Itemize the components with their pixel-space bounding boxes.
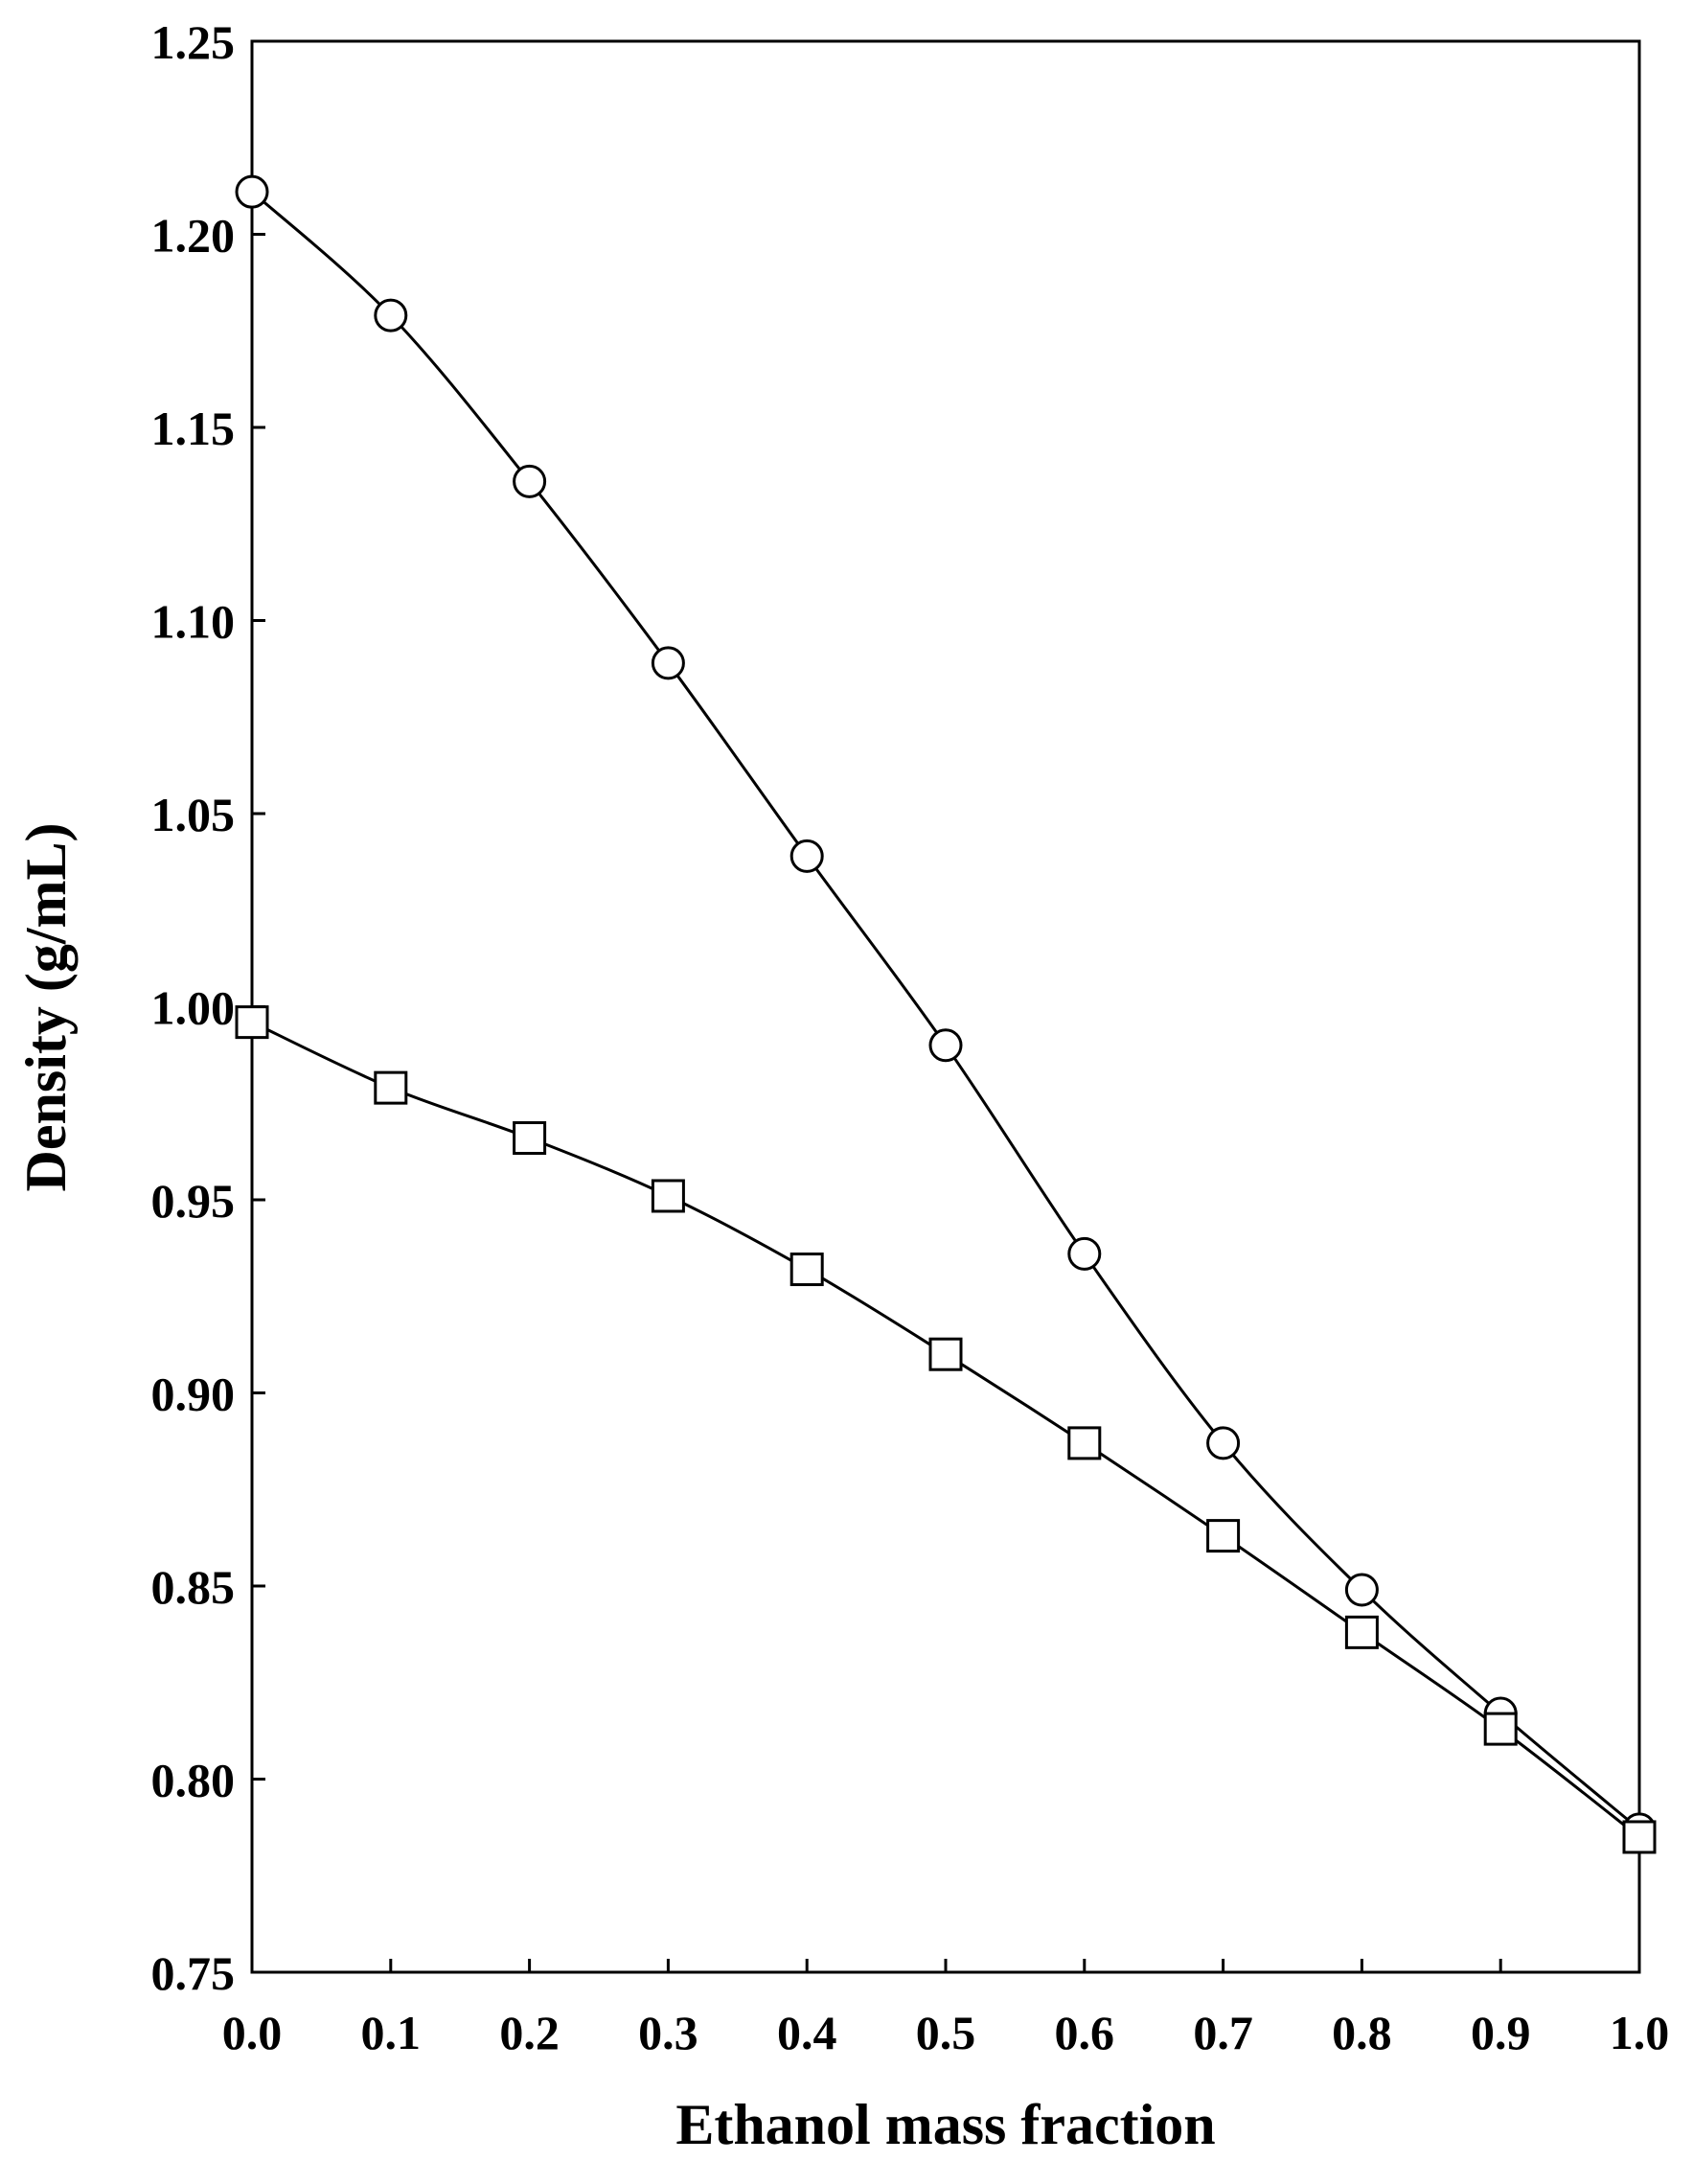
circle-data-point — [513, 464, 547, 498]
x-tick-label: 1.0 — [1610, 2006, 1670, 2059]
circle-data-point — [651, 646, 685, 680]
x-tick-label: 0.3 — [638, 2006, 698, 2059]
series-line — [251, 191, 1640, 1831]
y-tick-label: 1.20 — [151, 209, 236, 263]
x-tick-label: 0.2 — [499, 2006, 560, 2059]
y-tick-label: 1.00 — [151, 981, 236, 1035]
circle-data-point — [1344, 1573, 1379, 1607]
square-data-point — [1067, 1426, 1102, 1460]
square-data-point — [651, 1179, 685, 1213]
y-tick-label: 0.90 — [151, 1368, 236, 1421]
circle-data-point — [1067, 1236, 1102, 1271]
x-axis-ticks: 0.0 0.1 0.2 0.3 0.4 0.5 0.6 0.7 0.8 0.9 1.0 — [222, 1959, 1670, 2059]
square-data-point — [928, 1337, 963, 1371]
square-data-point — [1622, 1820, 1657, 1854]
y-axis-ticks: 0.75 0.80 0.85 0.90 0.95 1.00 1.05 1.10 1.15 1.20… — [151, 15, 265, 2000]
series-layer — [235, 174, 1657, 1854]
circle-data-point — [789, 839, 824, 873]
series-square — [235, 1005, 1657, 1854]
y-tick-label: 1.10 — [151, 595, 236, 649]
y-tick-label: 0.75 — [151, 1946, 236, 2000]
y-tick-label: 0.95 — [151, 1174, 236, 1228]
circle-data-point — [374, 298, 408, 333]
y-tick-label: 0.80 — [151, 1754, 236, 1807]
x-tick-label: 0.8 — [1332, 2006, 1392, 2059]
x-tick-label: 0.0 — [222, 2006, 283, 2059]
y-axis-label: Density (g/mL) — [14, 823, 78, 1192]
circle-data-point — [928, 1028, 963, 1063]
x-tick-label: 0.6 — [1055, 2006, 1115, 2059]
square-data-point — [235, 1005, 269, 1040]
plot-frame — [250, 39, 1641, 1974]
circle-data-point — [1206, 1426, 1241, 1460]
y-tick-label: 0.85 — [151, 1560, 236, 1614]
y-tick-label: 1.25 — [151, 15, 236, 69]
circle-data-point — [235, 174, 269, 209]
square-data-point — [374, 1070, 408, 1105]
y-tick-label: 1.05 — [151, 788, 236, 841]
x-tick-label: 0.9 — [1471, 2006, 1531, 2059]
series-line — [251, 1021, 1640, 1839]
square-data-point — [1483, 1712, 1518, 1746]
square-data-point — [513, 1121, 547, 1156]
x-tick-label: 0.7 — [1193, 2006, 1253, 2059]
square-data-point — [1206, 1519, 1241, 1553]
square-data-point — [1344, 1615, 1379, 1649]
x-axis-label: Ethanol mass fraction — [675, 2093, 1215, 2156]
x-tick-label: 0.4 — [777, 2006, 837, 2059]
y-tick-label: 1.15 — [151, 402, 236, 455]
series-circle — [235, 174, 1657, 1847]
square-data-point — [789, 1253, 824, 1287]
x-tick-label: 0.1 — [361, 2006, 422, 2059]
x-tick-label: 0.5 — [916, 2006, 976, 2059]
